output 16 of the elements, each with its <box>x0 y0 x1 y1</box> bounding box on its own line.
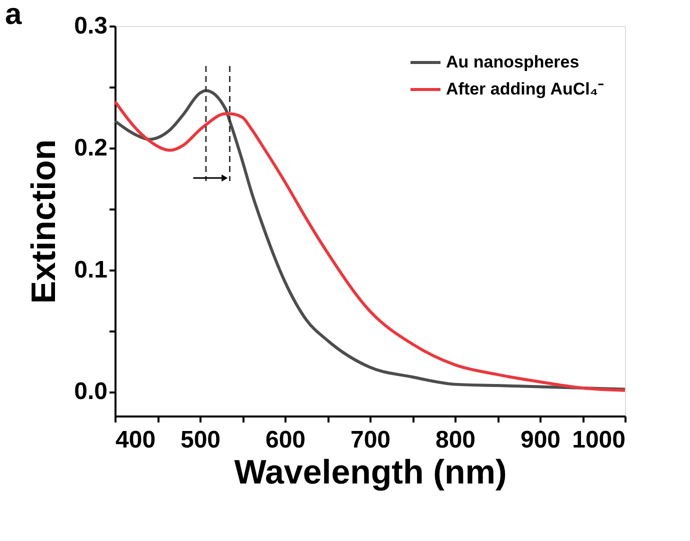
y-tick-label: 0.1 <box>74 256 108 284</box>
x-tick-label: 400 <box>116 426 156 454</box>
x-axis-title: Wavelength (nm) <box>234 454 507 492</box>
x-tick-label: 900 <box>520 426 561 454</box>
x-tick-label: 600 <box>265 426 306 454</box>
y-tick-label: 0.3 <box>74 12 108 40</box>
x-tick-label: 500 <box>180 426 221 454</box>
y-tick-label: 0.2 <box>74 134 108 162</box>
legend-label: After adding AuCl₄⁻ <box>446 80 604 98</box>
legend-label: Au nanospheres <box>446 52 580 72</box>
x-tick-label: 700 <box>350 426 391 454</box>
x-tick-label: 1000 <box>572 426 626 454</box>
chart-title: a <box>5 0 22 31</box>
y-axis-title: Extinction <box>25 139 64 304</box>
x-tick-label: 800 <box>435 426 476 454</box>
y-tick-label: 0.0 <box>74 378 108 406</box>
